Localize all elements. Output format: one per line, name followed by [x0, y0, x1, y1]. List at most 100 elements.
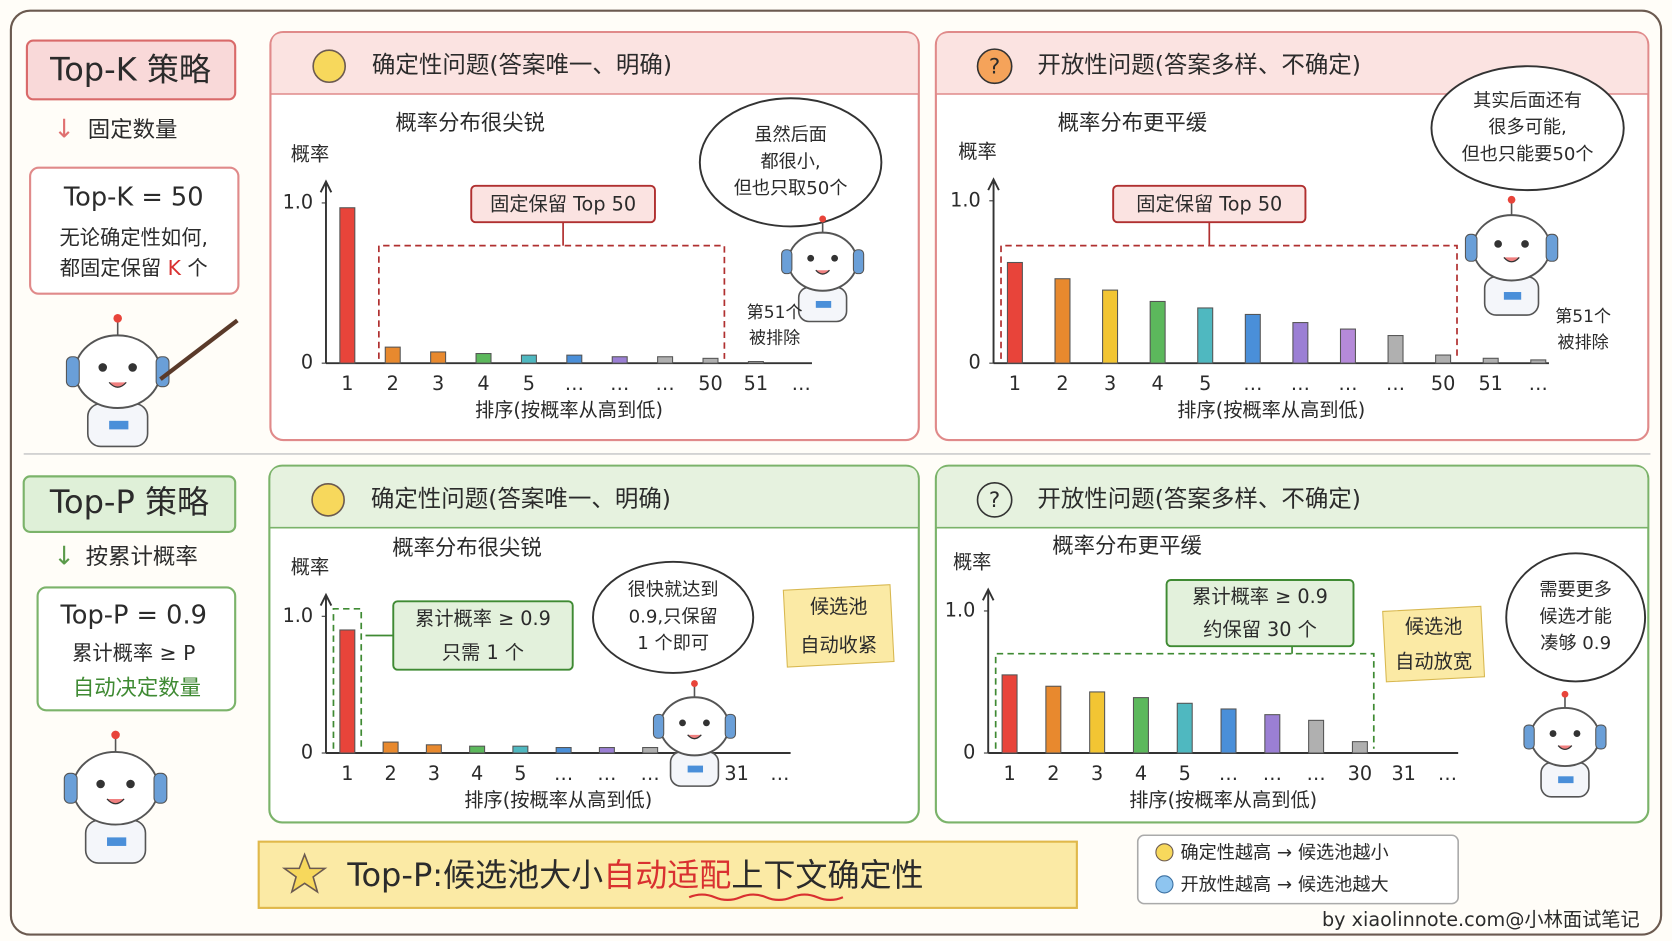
bar — [384, 346, 401, 364]
x-tick-label: … — [1263, 762, 1282, 785]
callout-text: 累计概率 ≥ 0.9 — [415, 607, 551, 630]
robot-antenna-tip — [1507, 195, 1516, 204]
rule: Top-P = 0.9 — [59, 600, 206, 630]
x-tick-label: 3 — [432, 372, 444, 395]
bar — [1435, 354, 1452, 364]
x-tick-label: 4 — [1152, 372, 1164, 395]
speech-bubble — [1505, 552, 1647, 683]
bar — [1197, 307, 1214, 364]
y-tick-label: 0 — [301, 741, 313, 764]
bar — [1132, 697, 1149, 754]
subtitle: 按累计概率 — [86, 544, 198, 570]
bubble-text: 但也只取50个 — [734, 178, 848, 199]
x-tick-label: 50 — [698, 372, 722, 395]
question-icon — [976, 481, 1013, 518]
robot-head — [659, 696, 730, 757]
bulb-icon — [311, 483, 345, 517]
x-tick-label: 51 — [1478, 372, 1502, 395]
question-icon — [976, 48, 1013, 85]
bulb-icon — [1155, 843, 1174, 862]
robot-ear — [153, 772, 168, 804]
underline — [688, 893, 844, 901]
selection-bracket — [994, 652, 1375, 749]
text: 上下文确定性 — [731, 856, 923, 894]
robot-ear — [781, 249, 793, 275]
x-tick-label: … — [1386, 372, 1405, 395]
robot-eye — [1573, 730, 1581, 737]
robot-eye — [679, 719, 686, 727]
bar — [642, 747, 659, 754]
highlight: 自动适配 — [603, 856, 731, 894]
panel-header-text: 开放性问题(答案多样、不确定) — [1037, 51, 1361, 79]
x-tick-label: … — [770, 762, 789, 785]
x-tick-label: 2 — [1056, 372, 1068, 395]
robot-head — [74, 334, 162, 409]
robot-eye — [126, 779, 135, 789]
excluded-note: 被排除 — [1558, 333, 1609, 353]
x-tick-label: … — [641, 762, 660, 785]
axis-arrow — [319, 592, 333, 607]
robot-eye — [1549, 730, 1557, 737]
bar — [657, 356, 674, 364]
rule-box — [36, 586, 237, 712]
panel-header-text: 开放性问题(答案多样、不确定) — [1037, 484, 1361, 512]
bar — [598, 747, 615, 754]
y-tick-label: 1.0 — [950, 188, 981, 211]
robot-mouth — [106, 798, 125, 805]
bulb-icon — [312, 49, 347, 84]
bar — [339, 629, 356, 754]
x-tick-label: 3 — [1104, 372, 1116, 395]
bar — [382, 741, 399, 754]
x-tick-label: 31 — [1391, 762, 1415, 785]
y-tick-label: 0 — [963, 741, 975, 764]
robot-eye — [98, 363, 108, 372]
robot-eye — [1494, 240, 1502, 248]
x-tick-label: 31 — [724, 762, 748, 785]
robot-eye — [128, 363, 137, 372]
rule-text: 无论确定性如何, — [60, 226, 208, 250]
robot-antenna-tip — [691, 680, 698, 688]
robot-mouth — [1503, 256, 1520, 263]
question-mark: ? — [989, 54, 1000, 79]
bar — [1006, 261, 1023, 364]
excluded-note: 第51个 — [747, 303, 803, 323]
arrow-icon: ↓ — [54, 114, 75, 144]
bar — [1351, 741, 1368, 754]
rule: Top-K = 50 — [63, 183, 204, 213]
robot-head — [1529, 706, 1601, 768]
bar — [1102, 289, 1119, 364]
x-tick-label: 1 — [341, 762, 353, 785]
bubble-text: 很多可能, — [1488, 117, 1566, 138]
robot-ear — [1545, 233, 1559, 262]
bar — [1244, 313, 1261, 364]
bar — [1045, 685, 1062, 754]
robot-eye — [831, 254, 839, 262]
bar — [1220, 708, 1237, 754]
bar — [430, 351, 447, 364]
x-tick-label: 4 — [477, 372, 489, 395]
selection-bracket — [1000, 244, 1458, 359]
x-tick-label: 2 — [384, 762, 396, 785]
chart-subtitle: 概率分布更平缓 — [1058, 111, 1208, 136]
x-tick-label: 50 — [1431, 372, 1455, 395]
note-text: 候选池 — [810, 595, 868, 618]
axis-arrow — [982, 587, 995, 601]
callout — [1165, 579, 1355, 648]
robot-badge — [1558, 776, 1574, 784]
speech-bubble — [698, 97, 883, 228]
x-tick-label: … — [554, 762, 573, 785]
bubble-text: 凑够 0.9 — [1540, 633, 1611, 654]
y-tick-label: 0 — [968, 351, 980, 374]
x-tick-label: 5 — [1199, 372, 1211, 395]
rule-box — [29, 166, 240, 295]
panel-header — [936, 466, 1648, 528]
robot-eye — [96, 779, 105, 789]
x-tick-label: 4 — [1135, 762, 1147, 785]
sticky-note — [1382, 605, 1486, 683]
x-axis-label: 排序(按概率从高到低) — [475, 399, 663, 422]
panel-header — [270, 466, 918, 528]
robot-badge — [107, 837, 127, 846]
banner-text: Top-P:候选池大小自动适配上下文确定性 — [346, 856, 923, 894]
bar — [1149, 300, 1166, 364]
